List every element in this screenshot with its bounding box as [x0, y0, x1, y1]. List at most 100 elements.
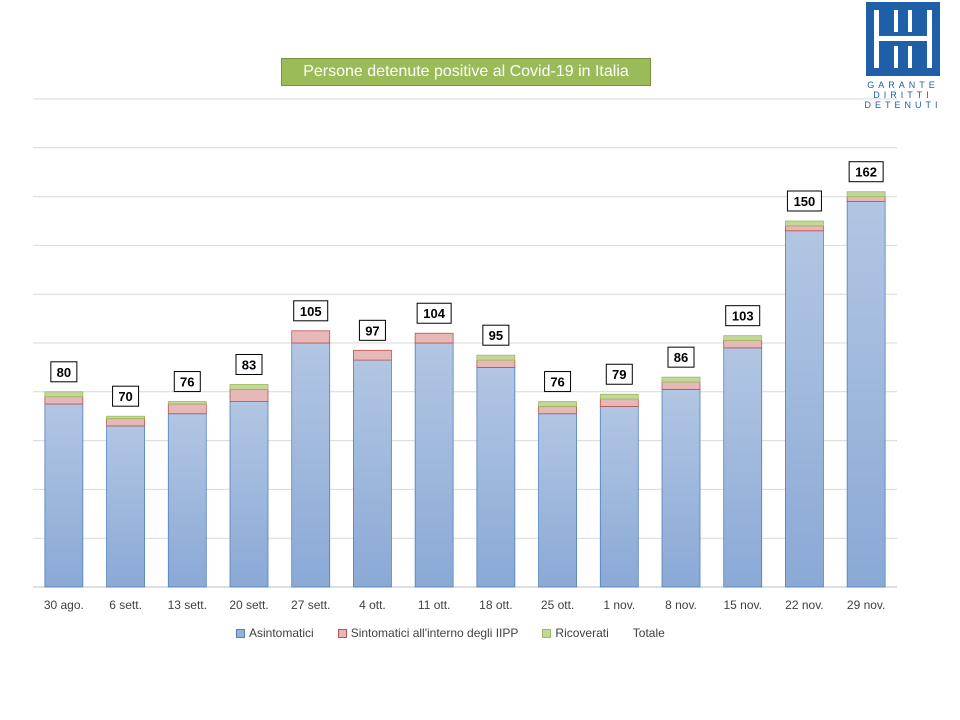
bar-segment-1-10 [661, 381, 701, 390]
x-tick-label-13: 29 nov. [847, 598, 885, 612]
bar-segment-0-7 [476, 366, 516, 588]
bar-segment-0-8 [538, 413, 577, 588]
x-tick-label-10: 8 nov. [665, 598, 697, 612]
bar-segment-2-13 [846, 191, 886, 198]
bar-segment-1-2 [167, 403, 207, 415]
total-label-box-13 [848, 161, 884, 183]
bar-segment-1-8 [538, 406, 577, 415]
total-label-4: 105 [300, 304, 322, 319]
x-tick-label-4: 27 sett. [291, 598, 330, 612]
total-label-0: 80 [57, 365, 71, 380]
x-tick-label-9: 1 nov. [603, 598, 635, 612]
bar-segment-2-9 [599, 393, 639, 400]
logo-text-line3: DETENUTI [864, 100, 942, 110]
bar-segment-2-1 [106, 415, 145, 420]
legend-swatch-sintomatici [337, 628, 347, 638]
bar-segment-1-9 [599, 398, 639, 407]
total-label-7: 95 [489, 328, 503, 343]
bar-segment-2-0 [44, 391, 84, 398]
legend-swatch-asintomatici [236, 628, 245, 638]
bar-segment-0-0 [44, 403, 84, 588]
legend-label-totale: Totale [632, 626, 665, 640]
total-label-8: 76 [550, 375, 564, 390]
x-tick-label-11: 15 nov. [723, 598, 761, 612]
bar-segment-2-7 [476, 354, 516, 361]
bar-segment-1-0 [44, 396, 84, 405]
total-label-box-7 [482, 324, 510, 346]
garante-logo: GARANTE DIRITTI DETENUTI [862, 2, 944, 112]
total-label-box-5 [358, 319, 386, 341]
total-label-1: 70 [118, 389, 132, 404]
x-tick-label-2: 13 sett. [168, 598, 207, 612]
x-tick-label-3: 20 sett. [229, 598, 268, 612]
bar-segment-1-4 [291, 330, 331, 344]
bar-segment-1-13 [846, 196, 886, 202]
legend-item-asintomatici: Asintomatici [236, 626, 314, 640]
bar-segment-2-8 [538, 401, 577, 407]
total-label-box-1 [112, 385, 140, 407]
x-tick-label-0: 30 ago. [44, 598, 84, 612]
total-label-5: 97 [365, 323, 379, 338]
bar-segment-1-7 [476, 359, 516, 368]
bar-segment-2-11 [723, 335, 763, 341]
logo-text-line1: GARANTE [867, 80, 939, 90]
total-label-3: 83 [242, 357, 256, 372]
bar-segment-0-4 [291, 342, 331, 588]
total-label-box-2 [173, 371, 201, 393]
bar-segment-2-2 [167, 401, 207, 405]
bar-segment-2-12 [785, 220, 824, 227]
legend-label-asintomatici: Asintomatici [249, 626, 314, 640]
bar-segment-1-1 [106, 418, 145, 427]
logo-text-line2: DIRITTI [873, 90, 933, 100]
legend-item-sintomatici: Sintomatici all'interno degli IIPP [337, 626, 519, 640]
total-label-10: 86 [674, 350, 688, 365]
bar-segment-0-13 [846, 201, 886, 588]
x-tick-label-12: 22 nov. [785, 598, 823, 612]
bar-segment-1-3 [229, 388, 269, 402]
bar-segment-0-3 [229, 401, 269, 588]
bar-segment-0-2 [167, 413, 207, 588]
total-label-box-8 [544, 371, 572, 393]
chart-title: Persone detenute positive al Covid-19 in… [281, 58, 651, 86]
bar-segment-2-10 [661, 376, 701, 383]
total-label-box-11 [725, 305, 761, 327]
total-label-box-4 [293, 300, 329, 322]
total-label-box-12 [786, 190, 822, 212]
x-tick-label-1: 6 sett. [109, 598, 142, 612]
legend-swatch-ricoverati [542, 628, 552, 638]
total-label-6: 104 [423, 306, 445, 321]
bar-segment-1-6 [414, 332, 454, 344]
total-label-12: 150 [794, 194, 816, 209]
bar-segment-0-12 [785, 230, 824, 588]
total-label-box-10 [667, 346, 695, 368]
x-tick-label-8: 25 ott. [541, 598, 574, 612]
bar-segment-0-5 [353, 359, 392, 588]
total-label-9: 79 [612, 367, 626, 382]
bar-segment-2-3 [229, 384, 269, 390]
bar-segment-0-11 [723, 347, 763, 588]
total-label-box-9 [605, 363, 633, 385]
total-label-box-0 [50, 361, 78, 383]
x-tick-label-7: 18 ott. [479, 598, 512, 612]
legend-item-totale: Totale [633, 626, 665, 640]
total-label-11: 103 [732, 309, 754, 324]
bar-segment-0-10 [661, 388, 701, 588]
bar-segment-1-12 [785, 225, 824, 232]
bar-segment-1-11 [723, 340, 763, 349]
x-tick-label-5: 4 ott. [359, 598, 386, 612]
legend: Asintomatici Sintomatici all'interno deg… [236, 626, 689, 640]
total-label-2: 76 [180, 375, 194, 390]
legend-item-ricoverati: Ricoverati [542, 626, 609, 640]
bar-segment-0-9 [599, 406, 639, 588]
logo-mark-icon [866, 2, 940, 76]
legend-label-sintomatici: Sintomatici all'interno degli IIPP [350, 626, 519, 640]
total-label-box-6 [416, 302, 452, 324]
total-label-13: 162 [855, 165, 877, 180]
bar-segment-0-6 [414, 342, 454, 588]
bar-segment-0-1 [106, 425, 145, 588]
bar-segment-1-5 [353, 349, 392, 361]
x-tick-label-6: 11 ott. [418, 598, 450, 612]
legend-label-ricoverati: Ricoverati [555, 626, 609, 640]
total-label-box-3 [235, 353, 263, 375]
